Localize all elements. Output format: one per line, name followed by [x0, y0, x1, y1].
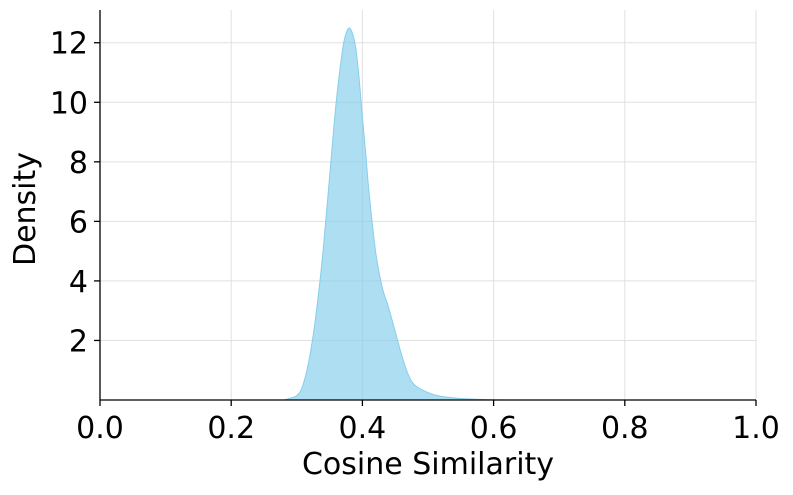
- x-tick-label: 0.4: [339, 411, 387, 446]
- x-tick-label: 0.6: [470, 411, 518, 446]
- x-tick-label: 0.8: [601, 411, 649, 446]
- y-tick-label: 2: [69, 324, 88, 359]
- ticks: 0.0 0.2 0.4 0.6 0.8 1.0 2 4 6 8 10 12: [50, 27, 780, 446]
- x-tick-label: 0.2: [207, 411, 255, 446]
- y-tick-label: 8: [69, 146, 88, 181]
- y-tick-label: 12: [50, 27, 88, 62]
- y-tick-label: 6: [69, 205, 88, 240]
- y-axis-label: Density: [8, 152, 43, 266]
- x-axis-label: Cosine Similarity: [302, 447, 554, 482]
- x-tick-label: 0.0: [76, 411, 124, 446]
- grid: [99, 10, 757, 400]
- x-tick-label: 1.0: [732, 411, 780, 446]
- y-tick-label: 4: [69, 265, 88, 300]
- y-tick-label: 10: [50, 86, 88, 121]
- axes: [99, 10, 756, 401]
- density-area: [283, 27, 507, 401]
